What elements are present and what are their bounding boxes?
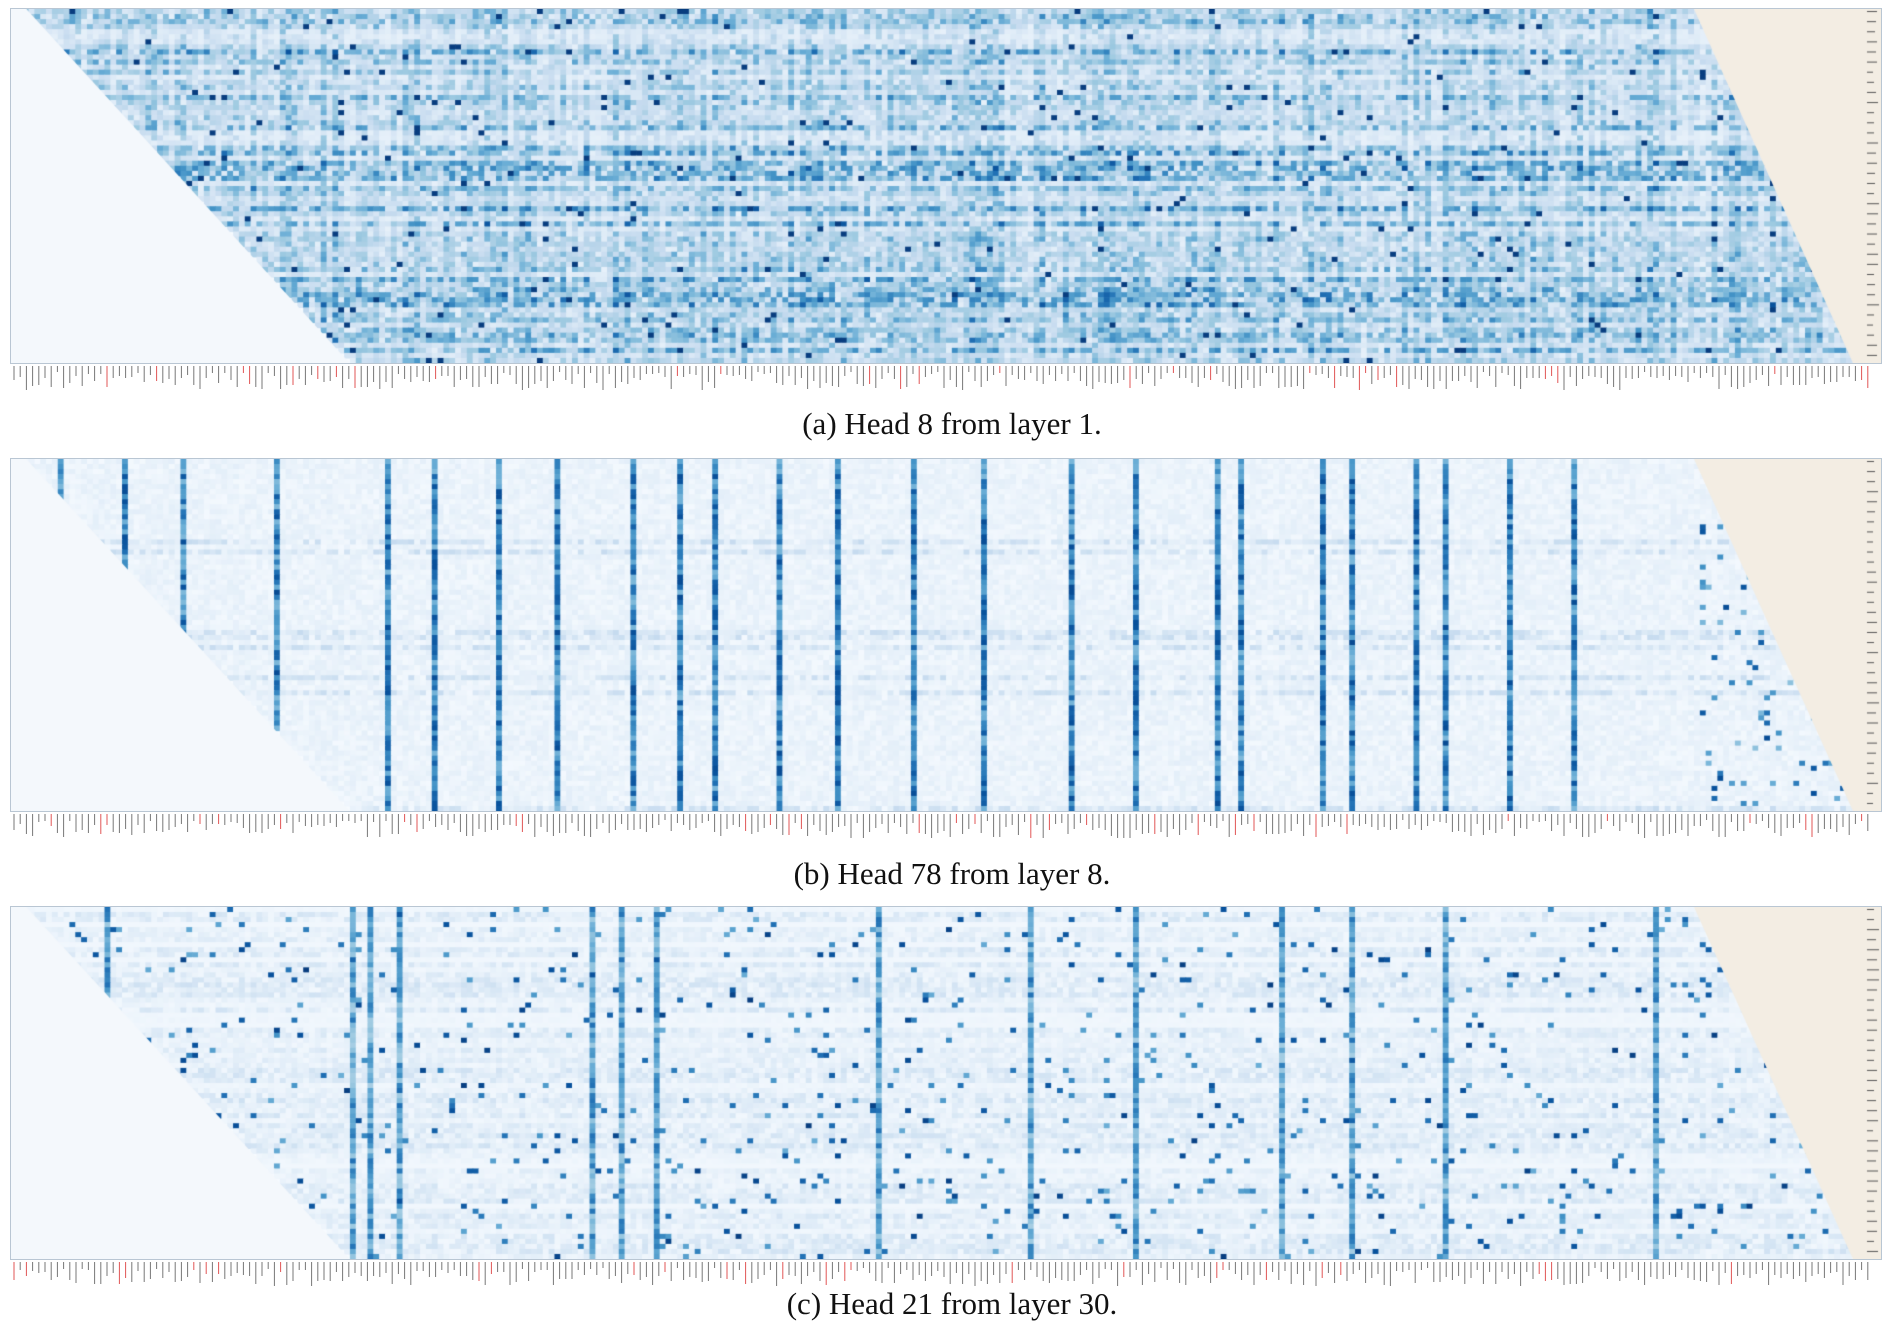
heatmap-canvas-c — [11, 907, 1881, 1259]
caption-c: (c) Head 21 from layer 30. — [786, 1286, 1118, 1321]
attention-heatmap-c — [10, 906, 1882, 1260]
x-tick-labels-b — [13, 814, 1869, 838]
attention-heatmap-a — [10, 8, 1882, 364]
x-tick-labels-c — [13, 1262, 1869, 1286]
x-tick-labels-a — [13, 366, 1869, 390]
caption-b: (b) Head 78 from layer 8. — [793, 856, 1111, 891]
heatmap-canvas-a — [11, 9, 1881, 363]
caption-a: (a) Head 8 from layer 1. — [802, 406, 1102, 441]
attention-heatmap-b — [10, 458, 1882, 812]
heatmap-canvas-b — [11, 459, 1881, 811]
